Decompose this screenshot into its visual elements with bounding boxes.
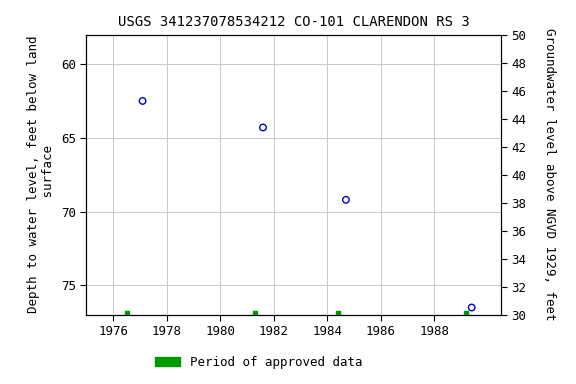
Point <box>467 305 476 311</box>
Legend: Period of approved data: Period of approved data <box>150 351 368 374</box>
Title: USGS 341237078534212 CO-101 CLARENDON RS 3: USGS 341237078534212 CO-101 CLARENDON RS… <box>118 15 469 29</box>
Point <box>138 98 147 104</box>
Point <box>342 197 351 203</box>
Point <box>462 310 471 316</box>
Y-axis label: Groundwater level above NGVD 1929, feet: Groundwater level above NGVD 1929, feet <box>543 28 556 321</box>
Point <box>334 310 343 316</box>
Point <box>122 310 131 316</box>
Y-axis label: Depth to water level, feet below land
 surface: Depth to water level, feet below land su… <box>28 36 55 313</box>
Point <box>251 310 260 316</box>
Point <box>259 124 268 131</box>
